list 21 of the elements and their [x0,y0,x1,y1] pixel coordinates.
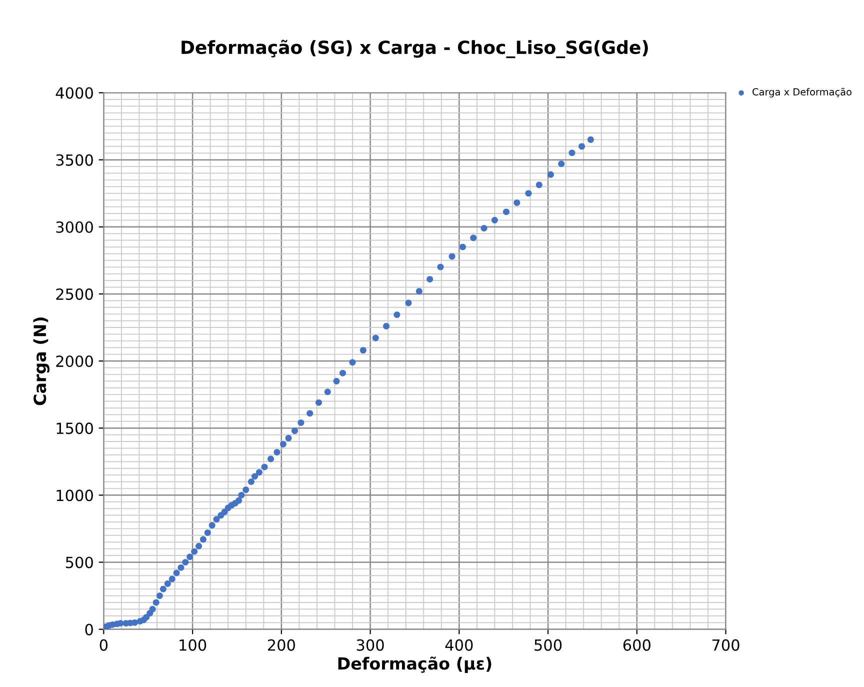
y-tick-label: 1000 [56,490,93,502]
x-tick-label: 0 [100,639,108,651]
x-axis-title: Deformação (με) [338,656,492,674]
chart-title: Deformação (SG) x Carga - Choc_Liso_SG(Gde) [182,40,648,58]
y-tick-label: 3000 [56,221,93,233]
x-tick-label: 300 [356,639,384,651]
x-tick-label: 600 [623,639,650,651]
y-tick-label: 3500 [56,154,93,166]
legend-label: Carga x Deformação [752,88,852,98]
x-tick-label: 200 [268,639,295,651]
y-tick-label: 4000 [56,87,93,99]
x-tick-label: 700 [712,639,740,651]
y-tick-label: 0 [85,624,93,636]
x-tick-label: 500 [534,639,562,651]
y-tick-label: 2500 [56,288,93,300]
x-tick-label: 100 [180,639,206,651]
x-tick-label: 400 [445,639,473,651]
y-axis-title: Carga (N) [33,318,50,406]
y-tick-label: 1500 [56,422,93,434]
y-tick-label: 2000 [56,355,93,368]
y-tick-label: 500 [66,556,93,568]
